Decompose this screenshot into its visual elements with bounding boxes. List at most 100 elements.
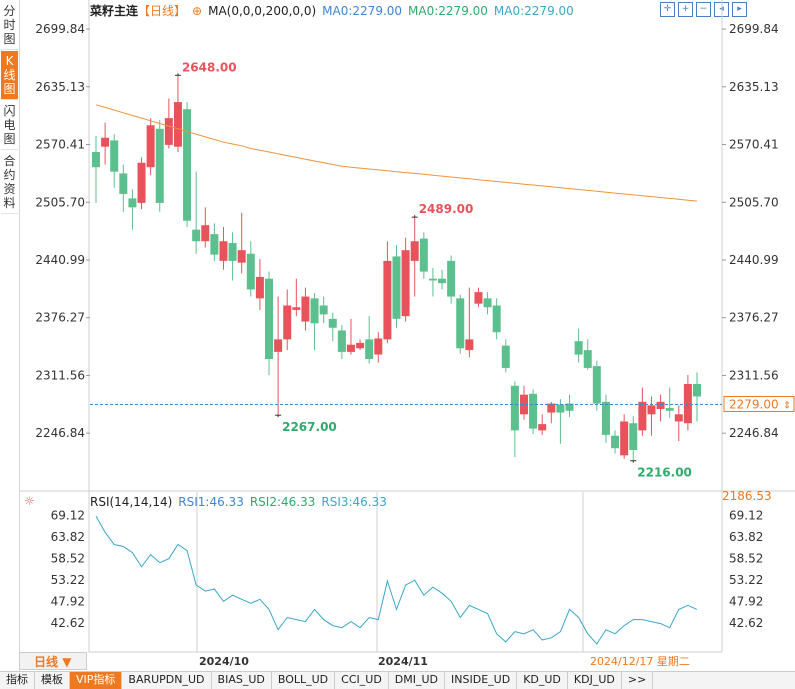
- candle-up: [683, 383, 692, 424]
- zoom-in-icon[interactable]: +: [678, 2, 693, 17]
- candle-down: [192, 229, 201, 242]
- rsi-line: [95, 515, 698, 645]
- rsi-axis-right: 69.12 63.82 58.52 53.22 47.92 42.62: [729, 509, 763, 631]
- candle-up: [137, 162, 146, 203]
- candle-up: [674, 414, 683, 422]
- price-tick-left: 2311.56: [35, 368, 85, 382]
- tab-dmi[interactable]: DMI_UD: [389, 672, 446, 689]
- rsi-tick-left: 58.52: [51, 552, 85, 566]
- price-tick-left: 2635.13: [35, 80, 85, 94]
- contract-title: 菜籽主连: [90, 4, 139, 18]
- period-selector-label: 日线: [34, 655, 59, 669]
- candle-up: [146, 125, 155, 168]
- chart-header: 菜籽主连【日线】 ⊕ MA(0,0,0,200,0,0) MA0:2279.00 MA0…: [90, 2, 580, 18]
- chart-toolbar: ✛ + − ◂ ▸: [660, 2, 747, 18]
- candle-up: [401, 250, 410, 317]
- current-date-label: 2024/12/17 星期二: [590, 655, 690, 668]
- candle-up: [465, 339, 474, 351]
- rsi-tick-right: 69.12: [729, 509, 763, 523]
- candle-up: [474, 292, 483, 304]
- candle-down: [629, 423, 638, 451]
- price-annotations: 2648.00 2489.00 2267.00 2216.00: [174, 60, 692, 480]
- candle-up: [255, 276, 264, 299]
- time-axis: 2024/10 2024/11 2024/12/17 星期二: [199, 655, 690, 668]
- candle-down: [583, 350, 592, 368]
- candle-down: [501, 345, 510, 368]
- candle-down: [128, 198, 137, 208]
- candle-down: [246, 253, 255, 290]
- tab-barupdn[interactable]: BARUPDN_UD: [122, 672, 212, 689]
- rsi3-value: RSI3:46.33: [321, 495, 387, 509]
- prev-icon[interactable]: ◂: [714, 2, 729, 17]
- annotation-low-2: 2216.00: [637, 466, 692, 480]
- rsi-tick-right: 47.92: [729, 595, 763, 609]
- price-tick-left: 2699.84: [35, 22, 85, 36]
- candle-down: [119, 173, 128, 194]
- candle-up: [538, 424, 547, 431]
- tab-more[interactable]: >>: [622, 672, 654, 689]
- candle-down: [611, 435, 620, 449]
- tab-kd[interactable]: KD_UD: [517, 672, 568, 689]
- candle-up: [356, 342, 365, 349]
- rsi-tick-left: 42.62: [51, 616, 85, 630]
- settings-icon[interactable]: ⊕: [192, 4, 203, 18]
- ma200-line: [95, 104, 698, 202]
- candle-down: [183, 109, 192, 221]
- zoom-out-icon[interactable]: −: [696, 2, 711, 17]
- price-tick-right: 2505.70: [729, 195, 779, 209]
- candle-up: [410, 241, 419, 261]
- candle-down: [492, 305, 501, 333]
- candle-down: [447, 260, 456, 297]
- ma-value-1: MA0:2279.00: [322, 4, 403, 18]
- candle-up: [274, 339, 283, 352]
- candle-up: [374, 338, 383, 355]
- rsi-header: RSI(14,14,14) RSI1:46.33 RSI2:46.33 RSI3:46…: [90, 495, 393, 509]
- rsi-tick-right: 53.22: [729, 573, 763, 587]
- rsi-top-value: 2186.53: [722, 489, 772, 503]
- tab-inside[interactable]: INSIDE_UD: [445, 672, 518, 689]
- annotation-low-1: 2267.00: [282, 420, 337, 434]
- next-icon[interactable]: ▸: [732, 2, 747, 17]
- price-tick-right: 2699.84: [729, 22, 779, 36]
- tab-cci[interactable]: CCI_UD: [335, 672, 389, 689]
- time-label-oct: 2024/10: [199, 655, 249, 668]
- candle-down: [428, 278, 437, 281]
- tab-indicators[interactable]: 指标: [0, 672, 35, 689]
- price-tick-right: 2440.99: [729, 253, 779, 267]
- tab-contract-info[interactable]: 合约资料: [1, 151, 18, 214]
- rsi-tick-right: 58.52: [729, 552, 763, 566]
- ma-value-2: MA0:2279.00: [408, 4, 488, 18]
- crosshair-icon[interactable]: ✛: [660, 2, 675, 17]
- candle-down: [155, 128, 164, 203]
- tab-templates[interactable]: 模板: [35, 672, 70, 689]
- tab-kdj[interactable]: KDJ_UD: [568, 672, 622, 689]
- tab-flash-chart[interactable]: 闪电图: [1, 101, 18, 150]
- tab-bias[interactable]: BIAS_UD: [212, 672, 272, 689]
- candle-down: [438, 278, 447, 284]
- candle-down: [693, 383, 701, 397]
- price-axis-left: 2699.84 2635.13 2570.41 2505.70 2440.99 2376.…: [35, 22, 90, 440]
- candle-down: [483, 298, 492, 308]
- candle-up: [519, 394, 528, 415]
- rsi-tick-right: 63.82: [729, 530, 763, 544]
- ma-value-3: MA0:2279.00: [493, 4, 574, 18]
- tab-vip-indicators[interactable]: VIP指标: [70, 672, 123, 689]
- candle-down: [456, 298, 465, 349]
- price-marker-icon: ⇕: [783, 401, 791, 412]
- candle-up: [547, 403, 556, 413]
- current-price-value: 2279.00: [729, 398, 779, 412]
- tab-boll[interactable]: BOLL_UD: [272, 672, 336, 689]
- candle-up: [292, 307, 301, 310]
- period-selector-button[interactable]: 日线 ▼: [19, 652, 87, 670]
- rsi-label: RSI(14,14,14): [90, 495, 173, 509]
- rsi-settings-icon[interactable]: ☼: [24, 494, 35, 508]
- candle-up: [383, 260, 392, 340]
- ma-indicator-label: MA(0,0,0,200,0,0): [208, 4, 317, 18]
- candle-down: [365, 339, 374, 360]
- tab-kline[interactable]: K线图: [1, 51, 18, 100]
- candle-down: [510, 385, 519, 431]
- tab-timeshare[interactable]: 分时图: [1, 1, 18, 50]
- candle-down: [419, 238, 428, 272]
- price-axis-right: 2699.84 2635.13 2570.41 2505.70 2440.99 2376.…: [722, 22, 779, 440]
